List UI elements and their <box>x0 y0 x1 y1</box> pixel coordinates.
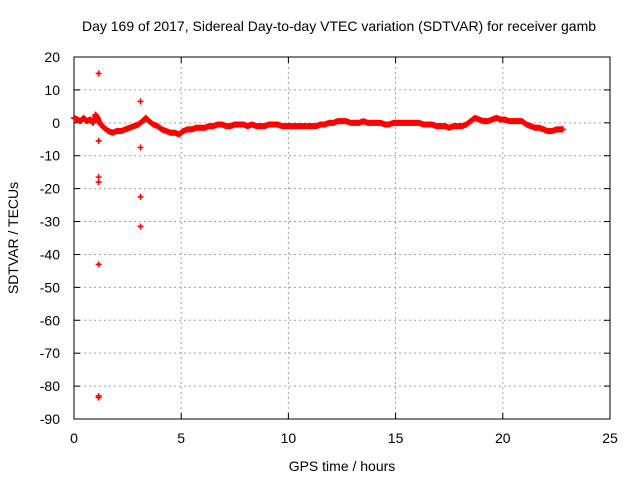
x-tick-label: 5 <box>177 430 185 446</box>
grid <box>74 57 610 419</box>
data-point <box>95 394 102 401</box>
y-tick-label: -80 <box>40 378 60 394</box>
x-tick-label: 0 <box>70 430 78 446</box>
plot-area-border <box>73 56 611 420</box>
tick-marks <box>73 56 611 420</box>
data-point <box>95 137 102 144</box>
x-tick-label: 20 <box>495 430 511 446</box>
y-tick-labels: 20 10 0 -10 -20 -30 -40 -50 -60 -70 -80 -90 <box>40 49 60 427</box>
y-tick-label: -60 <box>40 312 60 328</box>
y-tick-label: -30 <box>40 214 60 230</box>
data-points <box>71 70 566 401</box>
x-tick-label: 25 <box>602 430 618 446</box>
x-tick-label: 15 <box>388 430 404 446</box>
data-point <box>95 179 102 186</box>
data-point <box>137 144 144 151</box>
y-tick-label: -40 <box>40 246 60 262</box>
y-tick-label: -70 <box>40 345 60 361</box>
y-tick-label: 0 <box>52 115 60 131</box>
y-axis-label: SDTVAR / TECUs <box>5 182 21 294</box>
x-tick-label: 10 <box>281 430 297 446</box>
x-tick-labels: 0 5 10 15 20 25 <box>70 430 618 446</box>
data-point <box>95 70 102 77</box>
y-tick-label: -10 <box>40 148 60 164</box>
y-tick-label: 10 <box>44 82 60 98</box>
chart-title: Day 169 of 2017, Sidereal Day-to-day VTE… <box>82 18 596 34</box>
y-tick-label: -50 <box>40 279 60 295</box>
data-point <box>137 223 144 230</box>
y-tick-label: -90 <box>40 411 60 427</box>
data-point <box>95 261 102 268</box>
data-point <box>137 193 144 200</box>
data-point <box>137 98 144 105</box>
y-tick-label: 20 <box>44 49 60 65</box>
data-point <box>559 126 566 133</box>
x-axis-label: GPS time / hours <box>289 458 396 474</box>
y-tick-label: -20 <box>40 181 60 197</box>
